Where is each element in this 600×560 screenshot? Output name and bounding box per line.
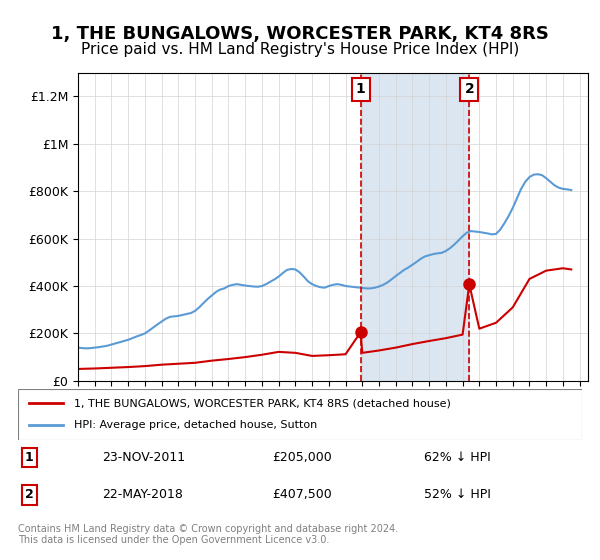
Text: 22-MAY-2018: 22-MAY-2018: [103, 488, 184, 501]
Text: 1, THE BUNGALOWS, WORCESTER PARK, KT4 8RS: 1, THE BUNGALOWS, WORCESTER PARK, KT4 8R…: [51, 25, 549, 43]
FancyBboxPatch shape: [18, 389, 582, 440]
Text: 2: 2: [25, 488, 34, 501]
Text: HPI: Average price, detached house, Sutton: HPI: Average price, detached house, Sutt…: [74, 421, 317, 431]
Text: Price paid vs. HM Land Registry's House Price Index (HPI): Price paid vs. HM Land Registry's House …: [81, 42, 519, 57]
Text: 23-NOV-2011: 23-NOV-2011: [103, 451, 186, 464]
Text: 2: 2: [464, 82, 474, 96]
Text: £205,000: £205,000: [272, 451, 332, 464]
Bar: [361, 73, 469, 381]
Text: 62% ↓ HPI: 62% ↓ HPI: [424, 451, 491, 464]
Text: £407,500: £407,500: [272, 488, 332, 501]
Text: 1, THE BUNGALOWS, WORCESTER PARK, KT4 8RS (detached house): 1, THE BUNGALOWS, WORCESTER PARK, KT4 8R…: [74, 398, 451, 408]
Text: 1: 1: [25, 451, 34, 464]
Text: Contains HM Land Registry data © Crown copyright and database right 2024.
This d: Contains HM Land Registry data © Crown c…: [18, 524, 398, 545]
Text: 1: 1: [356, 82, 365, 96]
Text: 52% ↓ HPI: 52% ↓ HPI: [424, 488, 491, 501]
